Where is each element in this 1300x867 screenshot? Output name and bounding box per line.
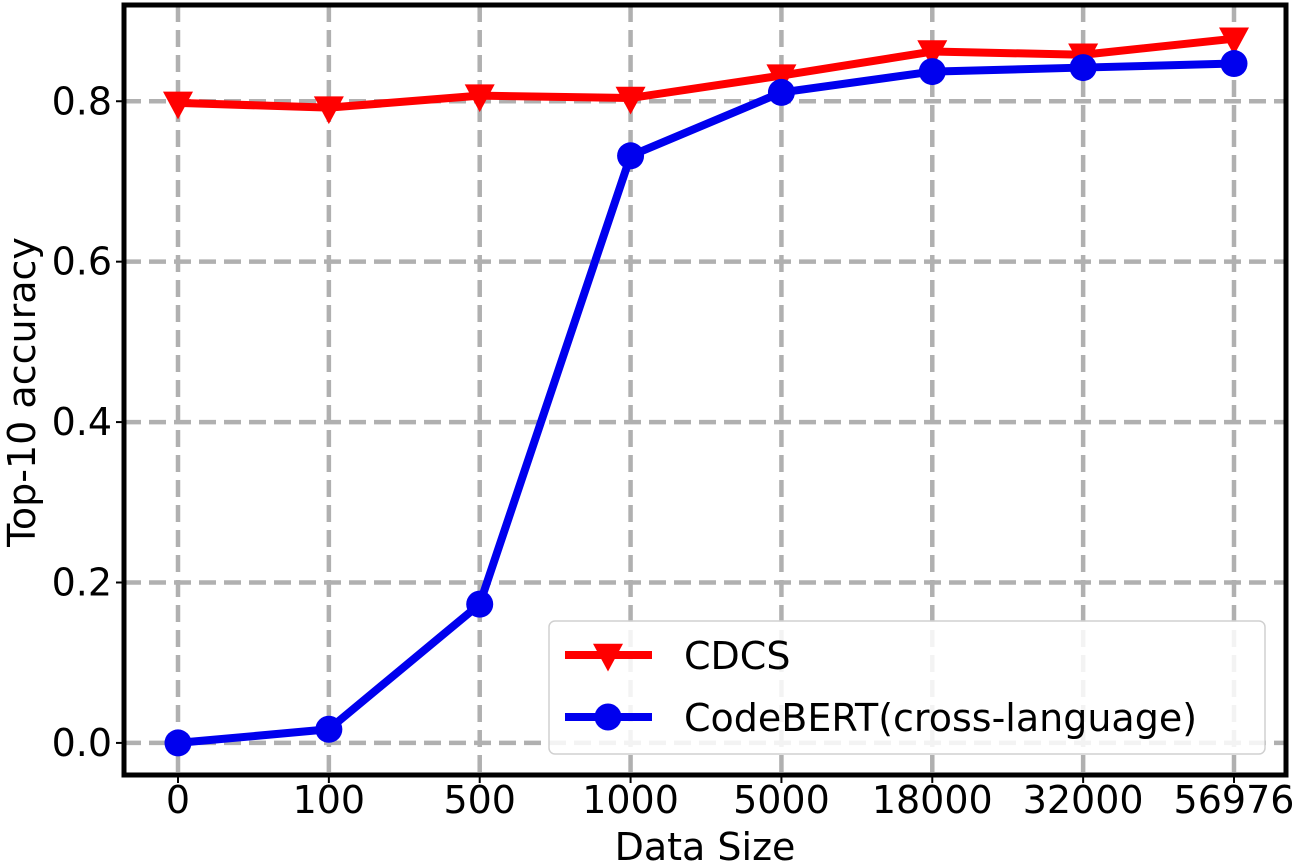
data-point	[1220, 50, 1248, 78]
x-tick-label: 0	[166, 778, 190, 822]
legend-item: CDCS	[565, 634, 790, 678]
data-point	[918, 58, 946, 86]
y-tick-label: 0.2	[52, 561, 112, 605]
legend-box	[548, 620, 1266, 755]
data-point	[767, 78, 795, 106]
x-axis-ticks: 0 100 500 1000 5000 18000 32000 56976	[166, 775, 1295, 822]
legend-marker	[594, 703, 622, 731]
series-line	[174, 34, 1238, 112]
legend-item: CodeBERT(cross-language)	[565, 696, 1197, 740]
data-point	[164, 729, 192, 757]
y-tick-label: 0.6	[52, 240, 112, 284]
data-point	[163, 91, 193, 120]
data-point	[313, 96, 344, 125]
data-point	[1219, 27, 1249, 56]
data-point	[766, 64, 797, 93]
plot-frame	[121, 2, 1289, 778]
legend: CDCS CodeBERT(cross-language)	[548, 620, 1266, 755]
data-point	[1069, 54, 1097, 82]
series-layer	[163, 27, 1249, 757]
series-0	[163, 27, 1249, 125]
x-axis-label: Data Size	[615, 825, 796, 867]
legend-label: CodeBERT(cross-language)	[684, 696, 1197, 740]
y-tick-label: 0.0	[52, 721, 112, 765]
x-tick-label: 100	[293, 778, 366, 822]
series-1	[164, 50, 1248, 757]
data-point	[615, 86, 646, 115]
series-line	[174, 59, 1238, 747]
data-point	[917, 40, 948, 69]
x-tick-label: 32000	[1023, 778, 1144, 822]
legend-marker	[593, 643, 623, 672]
x-tick-label: 500	[443, 778, 516, 822]
grid	[124, 5, 1286, 775]
data-point	[617, 142, 645, 170]
y-axis-label: Top-10 accuracy	[0, 237, 44, 548]
y-tick-label: 0.8	[52, 79, 112, 123]
data-point	[315, 715, 343, 743]
y-axis-ticks: 0.0 0.2 0.4 0.6 0.8	[52, 79, 124, 765]
data-point	[464, 84, 495, 113]
legend-label: CDCS	[684, 634, 790, 678]
x-tick-label: 56976	[1174, 778, 1295, 822]
x-tick-label: 1000	[582, 778, 679, 822]
x-tick-label: 5000	[733, 778, 830, 822]
data-point	[466, 590, 494, 618]
x-tick-label: 18000	[872, 778, 993, 822]
y-tick-label: 0.4	[52, 400, 112, 444]
